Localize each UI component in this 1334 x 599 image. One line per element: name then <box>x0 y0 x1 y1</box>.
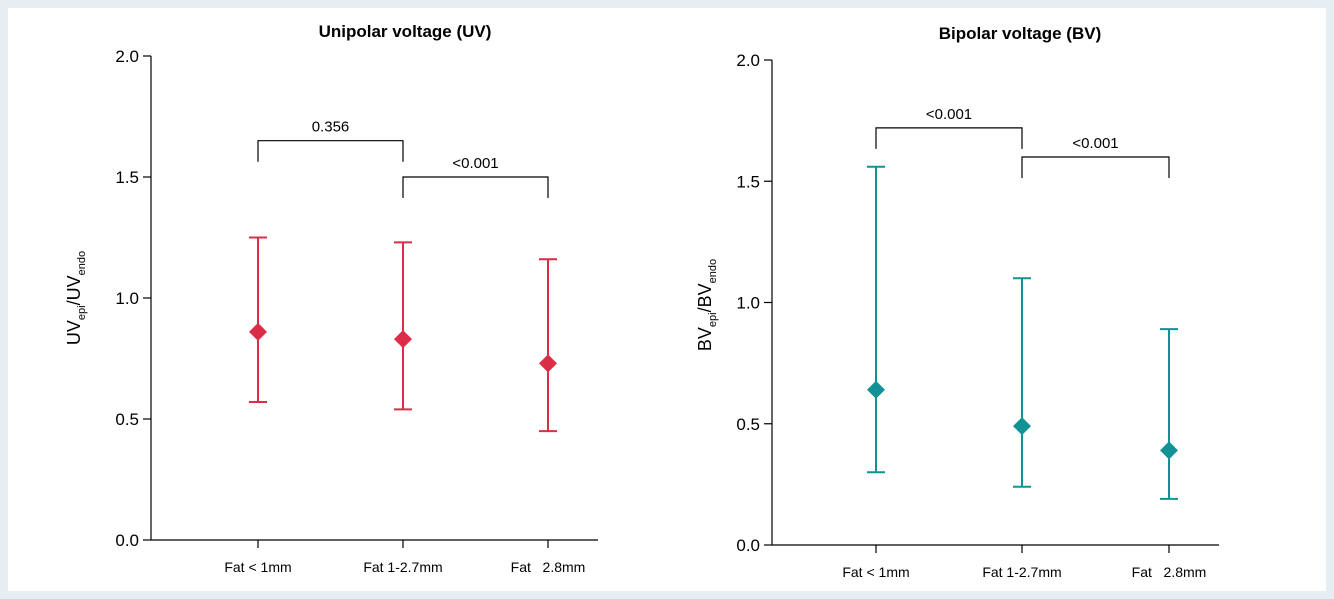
y-tick-label: 0.0 <box>115 531 139 550</box>
y-tick-label: 1.5 <box>115 168 139 187</box>
p-value-label: <0.001 <box>452 155 498 172</box>
data-point-diamond <box>867 380 885 399</box>
figure-svg: Unipolar voltage (UV)0.00.51.01.52.0UVep… <box>64 22 1219 580</box>
y-axis-label-mid: /BV <box>695 283 715 312</box>
data-point-diamond <box>539 354 557 373</box>
y-tick-label: 0.5 <box>115 410 139 429</box>
data-point-diamond <box>394 330 412 349</box>
panel-bipolar: Bipolar voltage (BV) 0.0 0.5 1.0 1.5 2.0 BVepi… <box>695 24 1219 580</box>
y-tick-label: 1.5 <box>736 172 760 191</box>
x-tick-label: Fat 2.8mm <box>511 559 586 575</box>
x-tick-label: Fat < 1mm <box>224 559 291 575</box>
y-axis-label: BVepi/BVendo <box>695 259 719 351</box>
y-tick-label: 0.0 <box>736 536 760 555</box>
significance-bracket <box>402 176 549 198</box>
x-tick-label: Fat 2.8mm <box>1132 564 1207 580</box>
y-axis-label-sub2: endo <box>76 251 88 275</box>
chart-title: Bipolar voltage (BV) <box>939 24 1101 43</box>
p-value-label: <0.001 <box>926 106 972 123</box>
y-axis-label-sub1: epi <box>707 312 719 327</box>
y-tick-label: 2.0 <box>115 47 139 66</box>
chart-title: Unipolar voltage (UV) <box>319 22 492 41</box>
y-axis-label-base1: UV <box>64 320 84 345</box>
y-axis-label: UVepi/UVendo <box>64 251 88 345</box>
data-point-diamond <box>249 322 267 341</box>
p-value-label: 0.356 <box>312 119 350 136</box>
y-axis-label-sub2: endo <box>707 259 719 283</box>
panel-unipolar: Unipolar voltage (UV) 0.0 0.5 1.0 1.5 2.0 UVep… <box>64 22 598 575</box>
y-axis-label-base1: BV <box>695 327 715 351</box>
data-point-diamond <box>1160 441 1178 460</box>
y-axis-label-mid: /UV <box>64 275 84 305</box>
data-point-diamond <box>1013 417 1031 436</box>
y-tick-label: 1.0 <box>115 289 139 308</box>
y-tick-label: 1.0 <box>736 294 760 313</box>
significance-bracket <box>875 127 1023 149</box>
y-axis-label-sub1: epi <box>76 305 88 320</box>
figure-frame: Unipolar voltage (UV) 0.0 0.5 1.0 1.5 2.0 UVep… <box>8 8 1326 591</box>
y-tick-label: 2.0 <box>736 51 760 70</box>
y-tick-label: 0.5 <box>736 415 760 434</box>
x-tick-label: Fat 1-2.7mm <box>363 559 442 575</box>
x-tick-label: Fat < 1mm <box>842 564 909 580</box>
x-tick-label: Fat 1-2.7mm <box>982 564 1061 580</box>
significance-bracket <box>1021 156 1170 178</box>
p-value-label: <0.001 <box>1072 135 1118 152</box>
significance-bracket <box>257 140 404 162</box>
